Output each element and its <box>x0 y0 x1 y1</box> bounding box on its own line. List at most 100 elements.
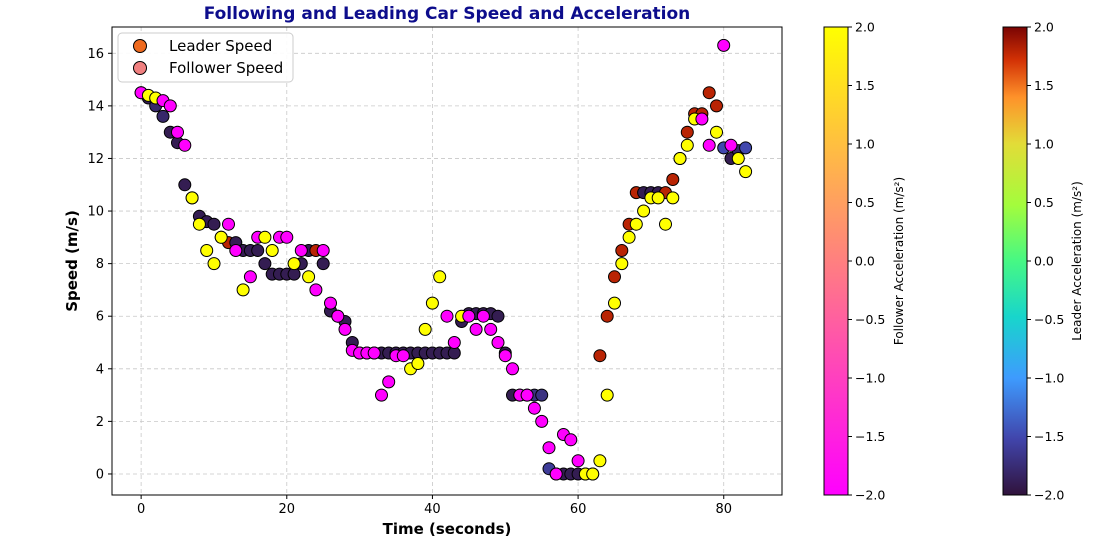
colorbar-tick-label: −1.5 <box>855 429 885 444</box>
follower-speed-point <box>695 112 709 126</box>
follower-speed-point <box>564 433 578 447</box>
follower-speed-point <box>236 283 250 297</box>
x-axis-label: Time (seconds) <box>383 520 512 538</box>
follower-speed-point <box>731 152 745 165</box>
follower-speed-point <box>382 375 396 389</box>
y-tick-label: 6 <box>96 310 104 325</box>
leader-speed-point <box>207 217 221 231</box>
legend-marker-follower <box>133 61 147 75</box>
follower-speed-point <box>185 191 199 205</box>
follower-speed-point <box>440 309 454 323</box>
colorbar-tick-label: −1.5 <box>1034 429 1064 444</box>
y-tick-label: 10 <box>87 205 104 220</box>
x-tick-label: 80 <box>715 502 732 517</box>
y-tick-label: 16 <box>87 47 104 62</box>
follower-speed-point <box>608 296 621 310</box>
colorbar-tick-label: 1.0 <box>1034 137 1054 152</box>
y-axis-label: Speed (m/s) <box>63 210 81 312</box>
follower-speed-point <box>331 309 345 323</box>
leader-colorbar-ticks: 2.0 1.5 1.0 0.5 0.0 −0.5 −1.0 −1.5 −2.0 <box>1027 20 1064 503</box>
follower-speed-point <box>214 230 228 244</box>
follower-speed-point <box>520 388 534 402</box>
leader-speed-point <box>316 257 330 271</box>
leader-colorbar-label: Leader Acceleration (m/s²) <box>1070 181 1084 341</box>
colorbar-tick-label: 1.5 <box>855 78 875 93</box>
leader-speed-point <box>258 257 272 271</box>
follower-speed-point <box>469 322 483 336</box>
follower-speed-point <box>375 388 388 402</box>
leader-speed-point <box>535 388 549 402</box>
follower-speed-point <box>571 454 585 468</box>
follower-speed-point <box>673 152 687 165</box>
follower-speed-point <box>615 257 629 271</box>
follower-speed-point <box>476 309 490 323</box>
follower-colorbar-gradient <box>823 26 849 496</box>
y-axis-ticks: 0 2 4 6 8 10 12 14 16 <box>87 47 112 482</box>
follower-speed-point <box>243 270 257 284</box>
leader-speed-point <box>608 270 621 284</box>
legend-label-leader: Leader Speed <box>169 37 272 55</box>
follower-speed-point <box>396 349 410 363</box>
leader-speed-point <box>702 86 716 100</box>
colorbar-tick-label: 0.5 <box>855 195 875 210</box>
follower-speed-point <box>192 217 206 231</box>
grid <box>112 27 782 495</box>
follower-speed-point <box>411 357 425 370</box>
colorbar-tick-label: −1.0 <box>855 371 885 386</box>
y-tick-label: 12 <box>87 152 104 167</box>
follower-speed-point <box>200 244 214 257</box>
colorbar-tick-label: 2.0 <box>855 20 875 35</box>
colorbar-tick-label: 1.0 <box>855 137 875 152</box>
follower-speed-point <box>178 138 192 152</box>
leader-speed-point <box>251 244 265 257</box>
follower-speed-point <box>433 270 447 284</box>
follower-speed-point <box>222 217 235 231</box>
follower-speed-point <box>506 362 519 376</box>
follower-colorbar: 2.0 1.5 1.0 0.5 0.0 −0.5 −1.0 −1.5 −2.0 Follower… <box>823 20 906 503</box>
follower-speed-point <box>527 401 541 415</box>
legend: Leader Speed Follower Speed <box>117 32 294 83</box>
follower-speed-point <box>447 336 461 349</box>
colorbar-tick-label: 2.0 <box>1034 20 1054 35</box>
follower-speed-point <box>666 191 680 205</box>
colorbar-tick-label: −0.5 <box>1034 312 1064 327</box>
x-tick-label: 20 <box>279 502 296 517</box>
leader-speed-point <box>156 109 170 123</box>
follower-speed-point <box>680 138 694 152</box>
legend-label-follower: Follower Speed <box>169 59 283 77</box>
axes <box>111 26 783 496</box>
leader-speed-point <box>615 244 629 257</box>
follower-speed-point <box>637 204 651 218</box>
follower-speed-point <box>229 244 243 257</box>
follower-speed-point <box>717 38 731 52</box>
leader-speed-point <box>666 173 680 186</box>
leader-colorbar-gradient <box>1002 26 1028 496</box>
plot-frame <box>111 26 783 496</box>
follower-speed-point <box>265 244 279 257</box>
follower-speed-point <box>622 230 636 244</box>
follower-speed-point <box>739 165 753 179</box>
colorbar-tick-label: −2.0 <box>1034 488 1064 503</box>
follower-speed-point <box>542 441 556 455</box>
follower-speed-point <box>629 217 643 231</box>
follower-speed-point <box>593 454 607 468</box>
colorbar-tick-label: 0.0 <box>855 254 875 269</box>
follower-speed-point <box>710 125 723 139</box>
follower-speed-point <box>498 349 512 363</box>
follower-speed-point <box>367 346 381 360</box>
follower-speed-point <box>651 191 665 205</box>
x-axis-ticks: 0 20 40 60 80 <box>137 495 732 517</box>
y-tick-label: 4 <box>96 362 104 377</box>
legend-marker-leader <box>133 39 147 53</box>
follower-speed-point <box>491 336 505 349</box>
follower-speed-point <box>163 99 177 113</box>
follower-speed-point <box>207 257 221 271</box>
follower-speed-point <box>702 138 716 152</box>
follower-speed-point <box>294 244 308 257</box>
leader-speed-point <box>600 309 614 323</box>
follower-speed-point <box>287 257 301 271</box>
x-tick-label: 0 <box>137 502 145 517</box>
leader-speed-point <box>680 125 694 139</box>
follower-speed-point <box>659 217 672 231</box>
